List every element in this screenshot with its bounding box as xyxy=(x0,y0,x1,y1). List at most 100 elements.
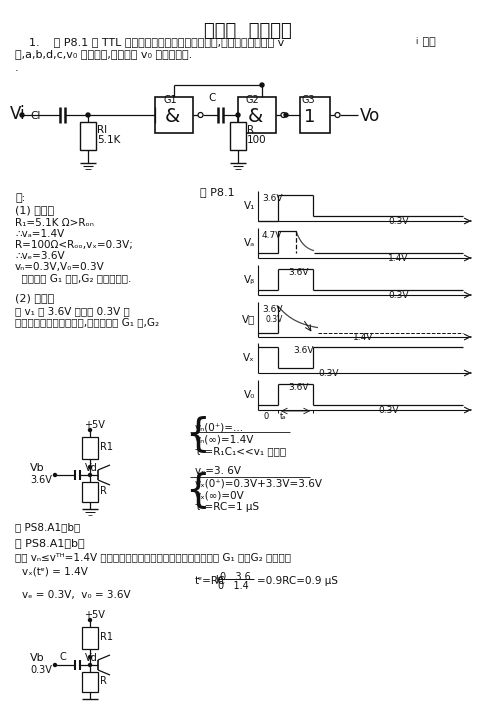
Circle shape xyxy=(260,83,264,87)
Text: Vₓ: Vₓ xyxy=(243,353,255,363)
Text: 3.6V: 3.6V xyxy=(288,268,309,277)
Circle shape xyxy=(88,428,91,432)
Text: i: i xyxy=(415,37,417,46)
Text: tᵄ=RC: tᵄ=RC xyxy=(195,576,226,586)
Text: (1) 静止期: (1) 静止期 xyxy=(15,205,54,215)
Text: 电路处于 G₁ 门开,G₂ 门关的状态.: 电路处于 G₁ 门开,G₂ 门关的状态. xyxy=(15,273,131,283)
Text: 解:: 解: xyxy=(15,193,25,203)
Text: 0   1.4: 0 1.4 xyxy=(218,581,249,591)
Text: 5.1K: 5.1K xyxy=(97,135,121,145)
Text: vₙ=0.3V,V₀=0.3V: vₙ=0.3V,V₀=0.3V xyxy=(15,262,105,272)
Bar xyxy=(238,97,276,133)
Text: 0.3V: 0.3V xyxy=(388,217,409,226)
Text: 下,a,b,d,c,v₀ 各点波形,求出输出 v₀ 的脉冲宽度.: 下,a,b,d,c,v₀ 各点波形,求出输出 v₀ 的脉冲宽度. xyxy=(15,49,192,59)
Text: vₙ=3. 6V: vₙ=3. 6V xyxy=(195,466,241,476)
Text: τ =R₁C₁<<v₁ 的脉宽: τ =R₁C₁<<v₁ 的脉宽 xyxy=(195,446,286,456)
Text: R1: R1 xyxy=(100,442,113,452)
Text: 0.3V: 0.3V xyxy=(378,406,398,415)
Text: 作用: 作用 xyxy=(419,37,436,47)
Bar xyxy=(82,672,98,692)
Text: 3.6V: 3.6V xyxy=(293,346,313,355)
Text: Vᵦ: Vᵦ xyxy=(244,275,255,285)
Text: 0: 0 xyxy=(263,412,268,421)
Text: V₀: V₀ xyxy=(244,390,255,400)
Bar xyxy=(82,627,98,649)
Text: ∴vₑ=3.6V: ∴vₑ=3.6V xyxy=(15,251,64,261)
Circle shape xyxy=(88,474,91,477)
Text: 0.3V: 0.3V xyxy=(318,369,338,378)
Text: 1.4V: 1.4V xyxy=(353,333,373,342)
Text: ∴vₐ=1.4V: ∴vₐ=1.4V xyxy=(15,229,64,239)
Text: CI: CI xyxy=(30,111,40,121)
Text: 1: 1 xyxy=(305,108,315,126)
Text: R: R xyxy=(100,676,107,686)
Text: C: C xyxy=(60,652,67,662)
Text: vₙ(0⁺)=...: vₙ(0⁺)=... xyxy=(195,422,244,432)
Text: 100: 100 xyxy=(247,135,267,145)
Circle shape xyxy=(86,113,90,117)
Text: vₓ(tᵄ) = 1.4V: vₓ(tᵄ) = 1.4V xyxy=(22,566,88,576)
Bar xyxy=(82,437,98,459)
Circle shape xyxy=(54,474,57,477)
Text: vₙ(∞)=1.4V: vₙ(∞)=1.4V xyxy=(195,434,254,444)
Text: &: & xyxy=(165,107,180,126)
Text: =0.9RC=0.9 μS: =0.9RC=0.9 μS xyxy=(257,576,338,586)
Circle shape xyxy=(281,112,286,117)
Text: 0   3.6: 0 3.6 xyxy=(220,572,251,582)
Text: 图 P8.1: 图 P8.1 xyxy=(200,187,235,197)
Text: 3.6V: 3.6V xyxy=(288,383,309,392)
Text: G3: G3 xyxy=(301,95,314,105)
Bar xyxy=(82,482,98,502)
Text: V꜀: V꜀ xyxy=(242,314,255,324)
Bar xyxy=(80,122,96,150)
Text: C: C xyxy=(208,93,215,103)
Text: Vd: Vd xyxy=(85,463,98,473)
Circle shape xyxy=(88,465,91,468)
Text: &: & xyxy=(248,107,263,126)
Text: R1: R1 xyxy=(100,632,113,642)
Text: +5V: +5V xyxy=(84,610,105,620)
Text: 4.7V: 4.7V xyxy=(262,231,282,240)
Text: τ =RC=1 μS: τ =RC=1 μS xyxy=(195,502,259,512)
Text: 0.3V: 0.3V xyxy=(388,291,409,300)
Text: Vd: Vd xyxy=(85,653,98,663)
Text: 电路产生正反馈积累过程,电路变化为 G₁ 关,G₂: 电路产生正反馈积累过程,电路变化为 G₁ 关,G₂ xyxy=(15,317,159,327)
Text: vₓ(∞)=0V: vₓ(∞)=0V xyxy=(195,490,245,500)
Text: 1.    图 P8.1 为 TTL 与非门构成的微分型单稳态电路,试画出在输入信号 v: 1. 图 P8.1 为 TTL 与非门构成的微分型单稳态电路,试画出在输入信号 … xyxy=(15,37,284,47)
Bar xyxy=(155,97,193,133)
Text: Vo: Vo xyxy=(360,107,380,125)
Text: 0.3V: 0.3V xyxy=(30,665,52,675)
Text: tₔ: tₔ xyxy=(280,412,287,421)
Circle shape xyxy=(284,113,288,117)
Bar xyxy=(300,97,330,133)
Text: 当 v₁ 由 3.6V 下跳到 0.3V 时: 当 v₁ 由 3.6V 下跳到 0.3V 时 xyxy=(15,306,130,316)
Text: 1.4V: 1.4V xyxy=(388,254,408,263)
Text: Vₐ: Vₐ xyxy=(244,238,255,248)
Text: 一旦 vₙ≤vᵀᴴ=1.4V 时，电路产生反向正反馈积累过程，又回到 G₁ 开，G₂ 关的稳态: 一旦 vₙ≤vᵀᴴ=1.4V 时，电路产生反向正反馈积累过程，又回到 G₁ 开，… xyxy=(15,552,291,562)
Text: ln: ln xyxy=(215,575,224,585)
Text: G2: G2 xyxy=(245,95,259,105)
Circle shape xyxy=(88,618,91,621)
Text: vₓ(0⁺)=0.3V+3.3V=3.6V: vₓ(0⁺)=0.3V+3.3V=3.6V xyxy=(195,478,323,488)
Text: 图 PS8.A1（b）: 图 PS8.A1（b） xyxy=(15,522,80,532)
Text: 第八章  脉冲电路: 第八章 脉冲电路 xyxy=(204,22,292,40)
Text: R₁=5.1K Ω>Rₒₙ: R₁=5.1K Ω>Rₒₙ xyxy=(15,218,94,228)
Circle shape xyxy=(335,112,340,117)
Circle shape xyxy=(54,663,57,666)
Circle shape xyxy=(88,656,91,658)
Text: 3.6V: 3.6V xyxy=(262,194,283,203)
Text: {: { xyxy=(185,471,210,509)
Circle shape xyxy=(236,113,240,117)
Text: {: { xyxy=(185,415,210,453)
Circle shape xyxy=(88,663,91,666)
Circle shape xyxy=(20,113,24,117)
Text: R: R xyxy=(100,486,107,496)
Text: 3.6V: 3.6V xyxy=(30,475,52,485)
Text: Vi: Vi xyxy=(10,105,26,123)
Text: (2) 工作期: (2) 工作期 xyxy=(15,293,54,303)
Text: R=100Ω<Rₒₒ,vₓ=0.3V;: R=100Ω<Rₒₒ,vₓ=0.3V; xyxy=(15,240,133,250)
Text: .: . xyxy=(15,63,19,73)
Text: 3.6V: 3.6V xyxy=(262,305,283,314)
Text: R: R xyxy=(247,125,254,135)
Circle shape xyxy=(198,112,203,117)
